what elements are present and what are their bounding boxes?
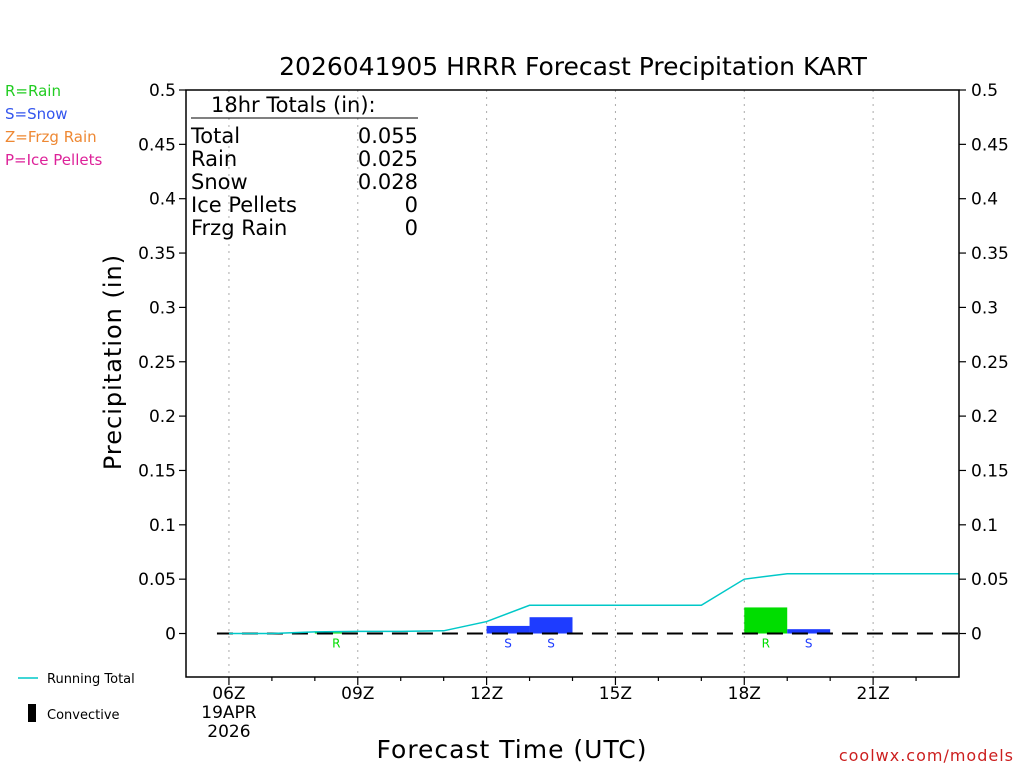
y-axis-ticks: 0 00.05 0.050.1 0.10.15 0.150.2 0.20.25 0.250.… [138, 81, 1009, 645]
precip-bar [486, 625, 530, 634]
precip-bar [314, 632, 358, 634]
running-total-polyline [228, 572, 959, 635]
totals-row-label: Ice Pellets [191, 193, 297, 217]
y-tick-label-left: 0.35 [138, 244, 176, 264]
running-total-line [228, 572, 959, 635]
precip-bar [529, 617, 573, 634]
chart-title: 2026041905 HRRR Forecast Precipitation K… [279, 52, 867, 81]
precip-type-legend-item: R=Rain [5, 82, 61, 100]
precip-type-legend-item: S=Snow [5, 105, 68, 123]
y-tick-label-right: 0.1 [971, 516, 998, 536]
x-tick-label: 12Z [470, 684, 503, 704]
y-tick-label-left: 0.5 [149, 81, 176, 101]
x-tick-label: 15Z [599, 684, 632, 704]
y-tick-label-right: 0.15 [971, 461, 1009, 481]
precip-type-legend-item: P=Ice Pellets [5, 151, 102, 169]
plot-border [185, 89, 960, 678]
totals-header: 18hr Totals (in): [211, 93, 376, 117]
precip-type-label: S [547, 637, 555, 651]
y-tick-label-left: 0.4 [149, 190, 176, 210]
y-tick-label-left: 0.15 [138, 461, 176, 481]
y-tick-label-right: 0.35 [971, 244, 1009, 264]
y-axis-label: Precipitation (in) [99, 254, 127, 470]
totals-rows: Total 0.055 Rain 0.025 Snow 0.028 Ice Pellets 0… [190, 124, 418, 240]
precip-bar [744, 607, 788, 634]
y-tick-label-left: 0.3 [149, 298, 176, 318]
y-tick-label-right: 0 [971, 625, 982, 645]
totals-box: 18hr Totals (in): Total 0.055 Rain 0.025 Sno… [190, 93, 418, 240]
y-tick-label-left: 0.2 [149, 407, 176, 427]
totals-row-label: Total [190, 124, 240, 148]
grid-lines [228, 90, 874, 677]
source-credit: coolwx.com/models [839, 746, 1014, 765]
running-total-legend-label: Running Total [47, 672, 135, 687]
y-tick-label-left: 0.1 [149, 516, 176, 536]
y-tick-label-right: 0.2 [971, 407, 998, 427]
y-tick-label-right: 0.4 [971, 190, 998, 210]
totals-row-value: 0 [405, 216, 418, 240]
precip-type-label: S [805, 637, 813, 651]
x-tick-label: 06Z [212, 684, 245, 704]
totals-row-value: 0.025 [358, 147, 418, 171]
y-tick-label-right: 0.45 [971, 135, 1009, 155]
x-tick-date: 19APR [201, 703, 257, 723]
running-total-legend: Running Total [18, 672, 135, 687]
x-tick-label: 09Z [341, 684, 374, 704]
precip-type-label: R [332, 637, 340, 651]
precip-type-legend: R=Rain S=Snow Z=Frzg Rain P=Ice Pellets [5, 82, 102, 169]
x-tick-year: 2026 [207, 722, 250, 742]
totals-row-label: Frzg Rain [191, 216, 287, 240]
plot-frame [185, 89, 960, 678]
x-axis-label: Forecast Time (UTC) [377, 735, 648, 764]
totals-row-value: 0.028 [358, 170, 418, 194]
y-tick-label-left: 0.05 [138, 570, 176, 590]
y-tick-label-left: 0 [165, 625, 176, 645]
precip-type-label: S [504, 637, 512, 651]
precip-bar [787, 629, 831, 634]
totals-row-label: Snow [191, 170, 248, 194]
convective-legend: Convective [28, 704, 120, 723]
precip-type-legend-item: Z=Frzg Rain [5, 128, 97, 146]
y-tick-label-right: 0.05 [971, 570, 1009, 590]
precip-type-label: R [762, 637, 770, 651]
totals-row-value: 0.055 [358, 124, 418, 148]
y-tick-label-left: 0.25 [138, 353, 176, 373]
totals-row-value: 0 [405, 193, 418, 217]
convective-legend-label: Convective [47, 708, 120, 723]
y-tick-label-right: 0.5 [971, 81, 998, 101]
convective-legend-swatch [28, 704, 36, 722]
x-tick-label: 18Z [728, 684, 761, 704]
totals-row-label: Rain [191, 147, 237, 171]
y-tick-label-right: 0.3 [971, 298, 998, 318]
x-tick-label: 21Z [856, 684, 889, 704]
y-tick-label-left: 0.45 [138, 135, 176, 155]
y-tick-label-right: 0.25 [971, 353, 1009, 373]
